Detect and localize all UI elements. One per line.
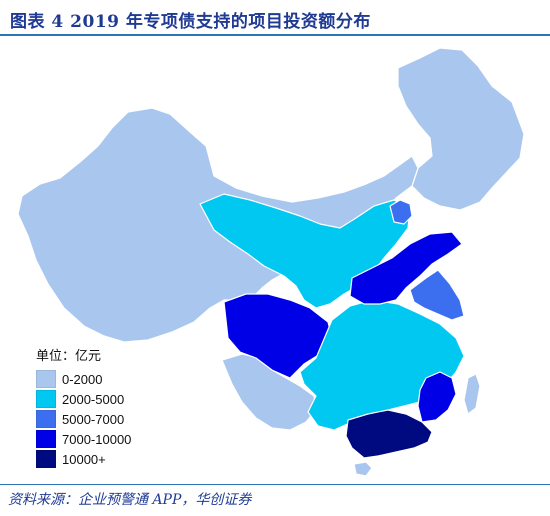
- region-northeast: [397, 47, 525, 211]
- legend-swatch: [36, 450, 56, 468]
- legend-label: 2000-5000: [62, 391, 125, 407]
- region-guangdong: [345, 409, 433, 459]
- legend-label: 5000-7000: [62, 411, 125, 427]
- region-jiangsu: [409, 269, 465, 321]
- legend-item: 7000-10000: [36, 429, 186, 449]
- map-svg: [17, 47, 525, 477]
- region-beijing: [389, 199, 413, 225]
- china-map: [0, 38, 550, 478]
- legend-label: 7000-10000: [62, 431, 132, 447]
- source-note: 资料来源：企业预警通 APP，华创证券: [8, 492, 252, 508]
- legend-swatch: [36, 430, 56, 448]
- legend-label: 0-2000: [62, 371, 103, 387]
- legend-item: 2000-5000: [36, 389, 186, 409]
- chart-title: 图表 4 2019 年专项债支持的项目投资额分布: [10, 12, 371, 32]
- legend-label: 10000+: [62, 451, 106, 467]
- region-taiwan: [463, 373, 481, 415]
- legend-item: 10000+: [36, 449, 186, 469]
- region-hainan: [353, 461, 373, 477]
- legend-item: 0-2000: [36, 369, 186, 389]
- legend: 单位：亿元 0-2000 2000-5000 5000-7000 7000-10…: [36, 347, 186, 469]
- legend-swatch: [36, 410, 56, 428]
- legend-swatch: [36, 370, 56, 388]
- region-fujian: [417, 371, 457, 423]
- title-divider: [0, 34, 550, 36]
- legend-item: 5000-7000: [36, 409, 186, 429]
- legend-swatch: [36, 390, 56, 408]
- region-shandong-henan: [349, 231, 463, 305]
- source-divider: [0, 484, 550, 485]
- legend-title: 单位：亿元: [36, 348, 102, 363]
